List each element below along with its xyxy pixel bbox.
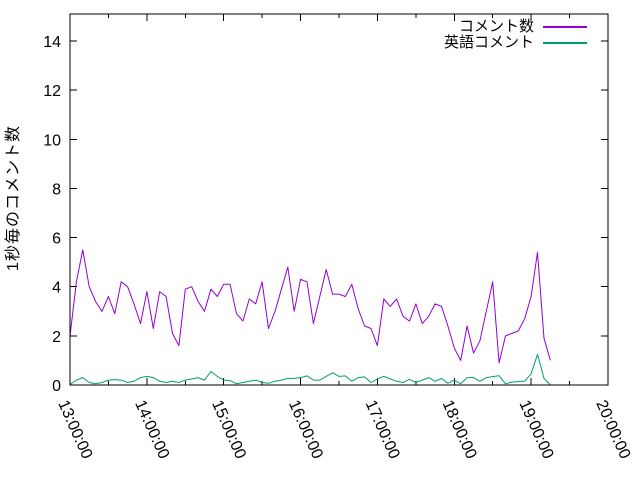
legend: コメント数 英語コメント [444,19,587,50]
x-tick-label: 19:00:00 [515,398,556,462]
series-line-english-comments [69,353,551,386]
legend-item-english-comments: 英語コメント [444,35,587,50]
y-tick-label: 4 [52,280,61,297]
x-tick-label: 18:00:00 [439,398,480,462]
y-tick-label: 0 [52,378,61,395]
y-tick-label: 6 [52,231,61,248]
series-line-comments [69,249,551,364]
y-tick-label: 2 [52,329,61,346]
x-tick-label: 15:00:00 [208,398,249,462]
plot-border [69,13,609,386]
legend-line-sample-english-comments [543,41,587,44]
y-tick-label: 8 [52,181,61,198]
legend-label-english-comments: 英語コメント [443,34,534,51]
x-tick-label: 17:00:00 [362,398,403,462]
x-tick-label: 16:00:00 [285,398,326,462]
x-tick-label: 20:00:00 [592,398,633,462]
y-tick-label: 12 [43,83,61,100]
x-tick-label: 13:00:00 [54,398,95,462]
legend-label-comments: コメント数 [458,18,534,35]
y-axis-title: 1秒毎のコメント数 [5,125,22,271]
x-tick-label: 14:00:00 [131,398,172,462]
y-tick-label: 14 [43,34,61,51]
legend-item-comments: コメント数 [444,19,587,34]
legend-line-sample-comments [543,25,587,28]
y-tick-label: 10 [43,132,61,149]
